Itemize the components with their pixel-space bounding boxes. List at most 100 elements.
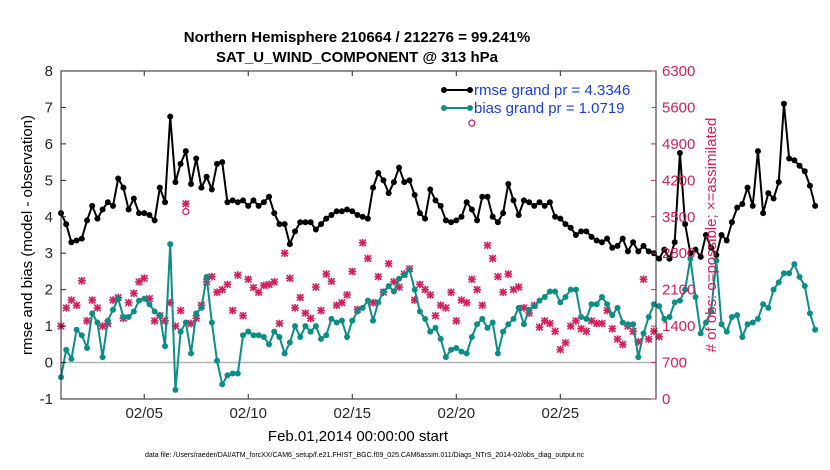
bias-point bbox=[432, 324, 439, 331]
bias-point bbox=[411, 286, 418, 293]
bias-point bbox=[73, 326, 80, 333]
bias-point bbox=[812, 326, 819, 333]
assimilated-obs-marker bbox=[488, 254, 497, 263]
rmse-point bbox=[172, 179, 179, 186]
assimilated-obs-marker bbox=[442, 304, 450, 312]
bias-point bbox=[458, 348, 465, 355]
rmse-point bbox=[640, 242, 647, 249]
bias-point bbox=[203, 273, 210, 280]
rmse-point bbox=[162, 199, 169, 206]
bias-point bbox=[120, 314, 127, 320]
rmse-point bbox=[177, 160, 184, 167]
assimilated-obs-marker bbox=[343, 291, 351, 299]
bias-point bbox=[302, 323, 309, 330]
bias-point bbox=[401, 272, 408, 279]
bias-point bbox=[219, 381, 226, 388]
bias-point bbox=[770, 286, 777, 293]
legend-rmse-marker-left bbox=[441, 87, 447, 93]
bias-point bbox=[708, 308, 715, 315]
bias-point bbox=[286, 339, 293, 346]
assimilated-obs-marker bbox=[426, 291, 435, 299]
assimilated-obs-marker bbox=[374, 272, 383, 281]
rmse-point bbox=[474, 217, 481, 224]
rmse-point bbox=[255, 202, 262, 209]
assimilated-obs-marker bbox=[150, 317, 159, 325]
rmse-point bbox=[99, 206, 106, 213]
bias-point bbox=[526, 306, 533, 313]
bias-point bbox=[775, 279, 782, 286]
bias-point bbox=[312, 323, 319, 330]
bias-point bbox=[598, 293, 605, 300]
assimilated-obs-marker bbox=[233, 271, 242, 279]
rmse-point bbox=[598, 239, 605, 246]
bias-point bbox=[89, 310, 96, 317]
bias-point bbox=[593, 301, 600, 308]
rmse-point bbox=[104, 199, 111, 206]
bias-point bbox=[437, 335, 444, 342]
rmse-point bbox=[479, 193, 486, 200]
assimilated-obs-marker bbox=[608, 324, 617, 333]
bias-point bbox=[520, 321, 527, 328]
assimilated-obs-marker bbox=[280, 249, 289, 258]
rmse-point bbox=[203, 173, 210, 180]
y-left-tick-label: -1 bbox=[40, 391, 53, 408]
bias-point bbox=[500, 328, 507, 335]
assimilated-obs-marker bbox=[77, 276, 86, 285]
rmse-point bbox=[245, 202, 252, 209]
assimilated-obs-marker bbox=[239, 311, 247, 320]
y-left-tick-label: 3 bbox=[45, 245, 53, 262]
rmse-point bbox=[380, 177, 387, 184]
rmse-point bbox=[697, 253, 704, 260]
y-left-tick-label: 6 bbox=[45, 136, 53, 153]
bias-point bbox=[115, 295, 122, 302]
bias-point bbox=[588, 301, 595, 308]
rmse-point bbox=[536, 199, 543, 206]
rmse-point bbox=[448, 219, 455, 226]
bias-point bbox=[292, 323, 299, 330]
rmse-point bbox=[494, 219, 501, 226]
rmse-point bbox=[749, 202, 756, 209]
bias-point bbox=[156, 312, 163, 319]
bias-point bbox=[385, 283, 392, 290]
bias-point bbox=[172, 386, 179, 393]
assimilated-obs-marker bbox=[270, 278, 279, 286]
bias-point bbox=[718, 321, 725, 328]
bias-point bbox=[463, 350, 470, 357]
assimilated-obs-marker bbox=[618, 340, 627, 349]
rmse-point bbox=[89, 202, 96, 209]
bias-point bbox=[229, 370, 236, 377]
bias-point bbox=[692, 293, 699, 300]
assimilated-obs-marker bbox=[322, 270, 331, 278]
bias-point bbox=[546, 288, 553, 295]
rmse-point bbox=[240, 197, 247, 204]
rmse-point bbox=[656, 255, 663, 262]
rmse-point bbox=[130, 195, 137, 202]
y-right-tick-label: 4200 bbox=[662, 172, 695, 189]
bias-point bbox=[734, 312, 741, 319]
rmse-point bbox=[624, 248, 631, 255]
assimilated-obs-marker bbox=[62, 304, 71, 312]
assimilated-obs-marker bbox=[494, 272, 502, 281]
rmse-point bbox=[635, 248, 642, 255]
assimilated-obs-marker bbox=[447, 288, 455, 297]
bias-point bbox=[359, 304, 366, 311]
plot-frame bbox=[60, 70, 657, 400]
rmse-point bbox=[484, 193, 491, 200]
rmse-point bbox=[552, 213, 559, 220]
rmse-point bbox=[167, 113, 174, 120]
x-tick-label: 02/10 bbox=[229, 405, 267, 422]
rmse-point bbox=[344, 206, 351, 213]
rmse-point bbox=[744, 184, 751, 191]
rmse-point bbox=[718, 232, 725, 238]
assimilated-obs-marker bbox=[644, 335, 653, 343]
bias-point bbox=[224, 372, 231, 379]
bias-point bbox=[422, 315, 429, 322]
bias-point bbox=[630, 321, 637, 328]
rmse-point bbox=[780, 100, 787, 107]
bias-point bbox=[676, 297, 683, 304]
assimilated-obs-marker bbox=[561, 338, 570, 347]
assimilated-obs-marker bbox=[551, 327, 559, 336]
rmse-point bbox=[182, 148, 189, 155]
rmse-point bbox=[63, 221, 70, 228]
bias-point bbox=[307, 328, 314, 335]
